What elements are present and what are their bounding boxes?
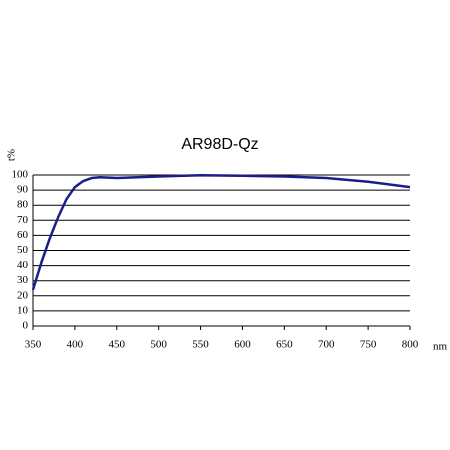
y-tick-label: 90 xyxy=(17,184,29,196)
data-line xyxy=(31,174,411,291)
y-tick-label: 0 xyxy=(23,320,29,332)
x-tick-label: 450 xyxy=(109,339,126,351)
x-tick-label: 700 xyxy=(318,339,335,351)
x-tick-label: 600 xyxy=(234,339,251,351)
y-tick-label: 40 xyxy=(17,259,29,271)
x-tick-label: 500 xyxy=(150,339,167,351)
y-tick-label: 80 xyxy=(17,199,29,211)
y-tick-label: 20 xyxy=(17,289,29,301)
x-tick-label: 350 xyxy=(25,339,42,351)
y-tick-label: 50 xyxy=(17,244,29,256)
y-tick-label: 100 xyxy=(12,169,29,181)
x-tick-label: 400 xyxy=(67,339,84,351)
y-tick-label: 70 xyxy=(17,214,29,226)
y-tick-label: 10 xyxy=(17,304,29,316)
x-tick-label: 800 xyxy=(402,339,419,351)
chart-title: AR98D-Qz xyxy=(181,136,258,153)
y-tick-label: 60 xyxy=(17,229,29,241)
y-axis-label: t% xyxy=(6,149,18,161)
x-tick-label: 550 xyxy=(192,339,209,351)
x-tick-label: 650 xyxy=(276,339,293,351)
y-tick-label: 30 xyxy=(17,274,29,286)
x-tick-label: 750 xyxy=(360,339,377,351)
x-axis-label: nm xyxy=(433,341,448,353)
